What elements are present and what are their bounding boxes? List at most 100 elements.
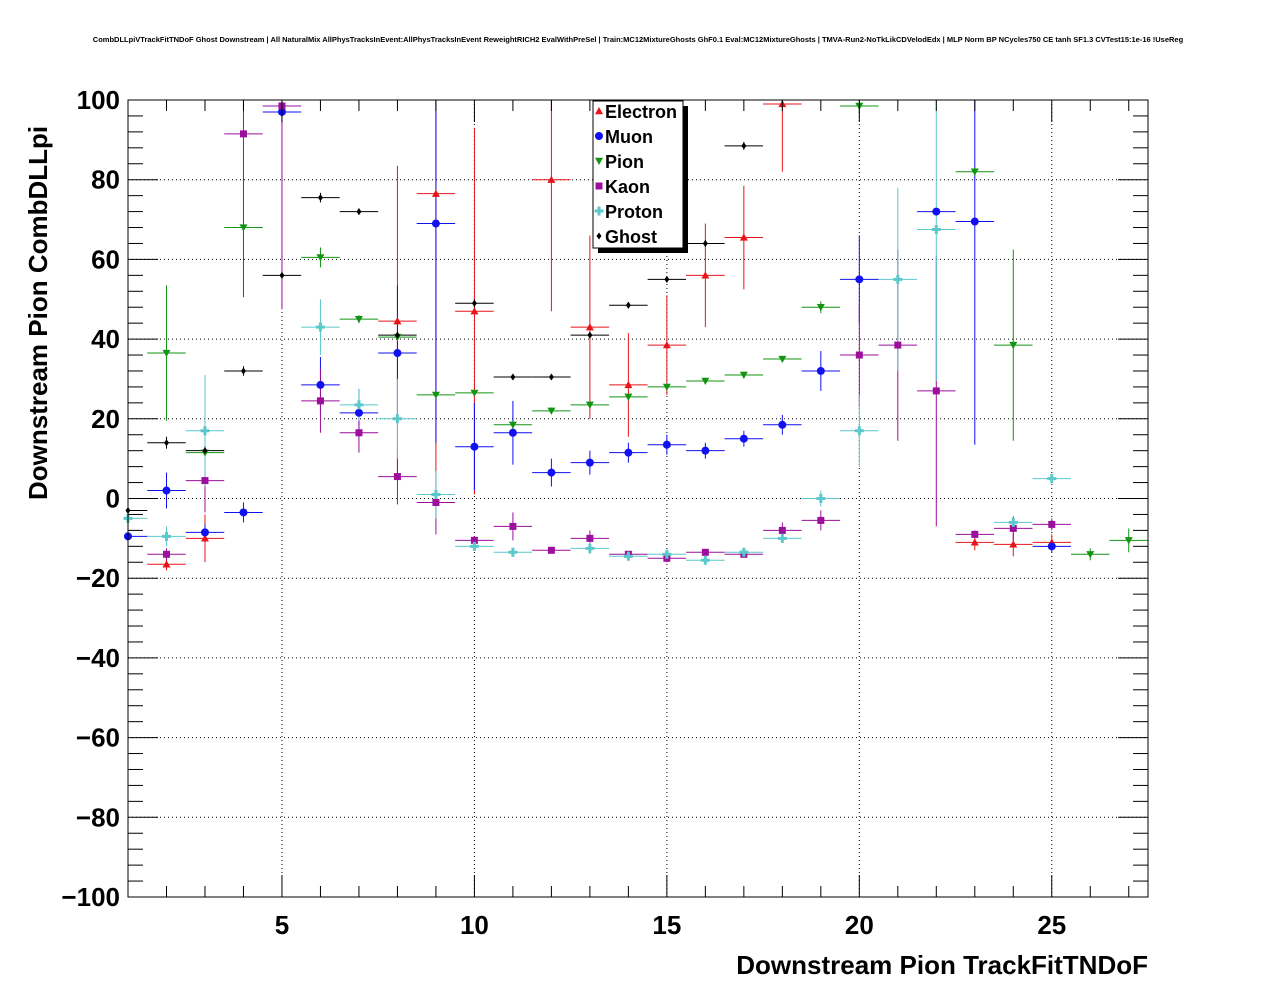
data-point-muon	[393, 349, 402, 358]
data-point-electron	[431, 189, 440, 197]
x-tick-label: 15	[652, 910, 681, 940]
data-point-kaon	[509, 522, 517, 530]
y-tick-label: 0	[106, 484, 120, 514]
data-point-proton	[700, 555, 710, 565]
data-point-pion	[1086, 551, 1095, 559]
data-point-electron	[624, 380, 633, 389]
y-tick-label: −60	[76, 723, 120, 753]
data-point-pion	[547, 407, 556, 415]
data-point-kaon	[932, 387, 940, 395]
data-point-pion	[316, 254, 325, 262]
y-tick-label: 100	[77, 85, 120, 115]
data-point-ghost	[587, 331, 593, 339]
data-point-kaon	[778, 526, 786, 534]
legend: Electron Muon Pion Kaon Proton Ghost	[592, 100, 688, 253]
data-point-ghost	[240, 367, 246, 375]
data-markers	[123, 99, 1133, 568]
data-point-kaon	[393, 473, 401, 481]
data-point-proton	[931, 225, 941, 235]
data-point-proton	[854, 426, 864, 436]
data-point-pion	[1124, 537, 1133, 545]
data-point-kaon	[201, 477, 209, 485]
data-point-pion	[778, 355, 787, 364]
chart-title: CombDLLpiVTrackFitTNDoF Ghost Downstream…	[92, 35, 1184, 44]
data-point-proton	[893, 274, 903, 284]
data-point-proton	[431, 490, 441, 500]
data-point-ghost	[625, 301, 631, 309]
data-point-kaon	[470, 536, 478, 544]
data-point-kaon	[1048, 520, 1056, 528]
data-point-electron	[739, 233, 748, 241]
data-point-ghost	[664, 275, 670, 283]
data-point-ghost	[741, 142, 747, 150]
data-point-electron	[1009, 540, 1018, 548]
data-point-electron	[662, 341, 671, 349]
data-point-pion	[970, 168, 979, 176]
legend-marker-proton	[594, 206, 604, 216]
legend-label-muon: Muon	[605, 127, 653, 147]
legend-marker-pion	[595, 157, 603, 165]
data-point-muon	[470, 442, 479, 451]
data-point-electron	[470, 307, 479, 315]
x-tick-label: 20	[845, 910, 874, 940]
data-point-pion	[816, 304, 825, 312]
x-tick-label: 5	[275, 910, 289, 940]
data-point-muon	[316, 380, 325, 389]
data-point-proton	[469, 541, 479, 551]
data-point-proton	[1008, 517, 1018, 527]
legend-label-proton: Proton	[605, 202, 663, 222]
data-point-ghost	[510, 373, 516, 381]
data-point-ghost	[279, 271, 285, 279]
data-point-muon	[932, 207, 941, 216]
data-point-kaon	[971, 530, 979, 538]
data-point-pion	[585, 401, 594, 409]
data-point-electron	[200, 534, 209, 542]
data-point-electron	[585, 323, 594, 331]
data-point-muon	[855, 275, 864, 284]
y-tick-label: −20	[76, 563, 120, 593]
data-point-pion	[508, 421, 517, 429]
y-axis-label: Downstream Pion CombDLLpi	[23, 126, 53, 500]
data-point-ghost	[548, 373, 554, 381]
legend-label-pion: Pion	[605, 152, 644, 172]
legend-label-ghost: Ghost	[605, 227, 657, 247]
legend-label-electron: Electron	[605, 102, 677, 122]
data-point-kaon	[162, 550, 170, 558]
data-point-pion	[701, 377, 710, 385]
x-tick-label: 25	[1037, 910, 1066, 940]
legend-marker-muon	[595, 132, 603, 140]
data-point-muon	[701, 446, 710, 455]
data-point-muon	[739, 434, 748, 443]
legend-marker-ghost	[596, 232, 602, 240]
legend-marker-kaon	[595, 182, 603, 190]
data-point-kaon	[316, 397, 324, 405]
legend-marker-electron	[595, 107, 603, 115]
data-point-proton	[623, 551, 633, 561]
data-point-ghost	[356, 208, 362, 216]
data-point-proton	[1047, 474, 1057, 484]
y-tick-label: 20	[91, 404, 120, 434]
data-point-proton	[777, 533, 787, 543]
y-tick-label: −100	[61, 882, 120, 912]
data-point-ghost	[317, 194, 323, 202]
data-point-muon	[816, 366, 825, 375]
data-point-ghost	[394, 331, 400, 339]
data-point-ghost	[202, 447, 208, 455]
data-point-ghost	[471, 299, 477, 307]
legend-label-kaon: Kaon	[605, 177, 650, 197]
data-point-kaon	[1009, 524, 1017, 532]
data-point-muon	[778, 420, 787, 429]
data-point-electron	[162, 560, 171, 568]
data-point-proton	[816, 494, 826, 503]
data-point-pion	[470, 389, 479, 397]
data-point-pion	[1009, 341, 1018, 350]
data-point-muon	[970, 217, 979, 226]
data-point-proton	[508, 547, 518, 557]
data-point-pion	[662, 383, 671, 391]
x-axis-label: Downstream Pion TrackFitTNDoF	[736, 950, 1148, 980]
data-point-kaon	[817, 516, 825, 524]
data-point-kaon	[355, 429, 363, 437]
data-point-kaon	[586, 534, 594, 542]
data-point-pion	[239, 224, 248, 232]
